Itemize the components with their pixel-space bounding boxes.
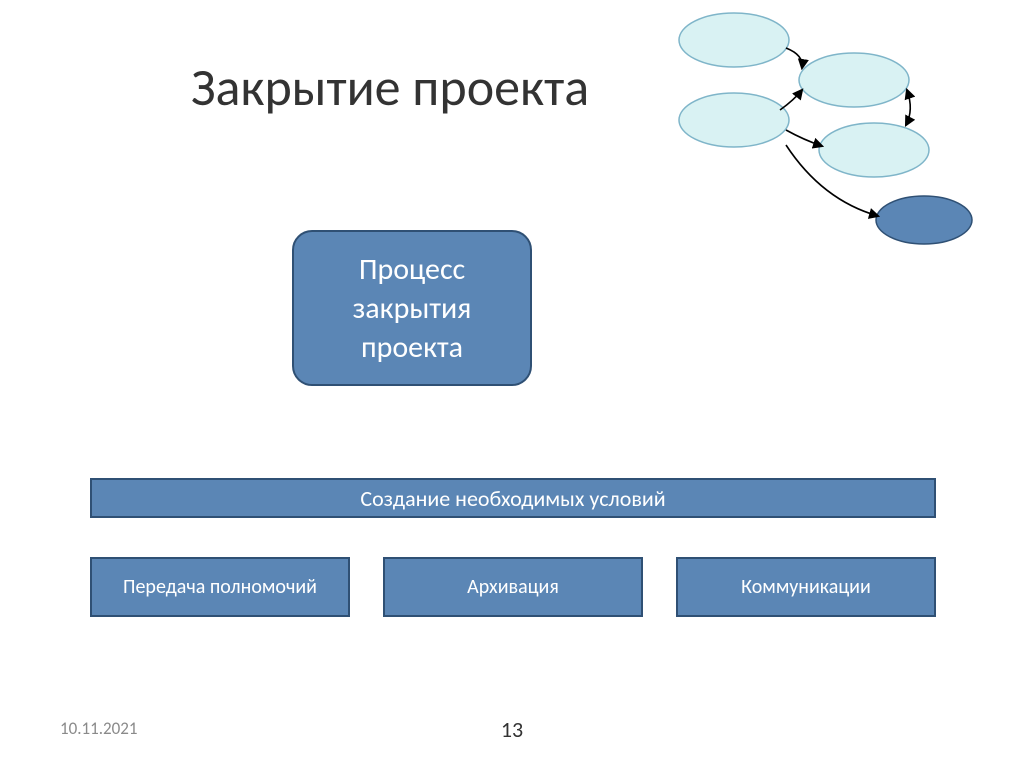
corner-flow-diagram bbox=[674, 10, 1014, 250]
small-box-comms: Коммуникации bbox=[676, 557, 936, 617]
small-box-transfer: Передача полномочий bbox=[90, 557, 350, 617]
decor-svg bbox=[674, 10, 1014, 250]
slide-title: Закрытие проекта bbox=[0, 55, 780, 119]
small-box-archive: Архивация bbox=[383, 557, 643, 617]
main-process-box: Процесс закрытия проекта bbox=[292, 230, 532, 386]
conditions-bar: Создание необходимых условий bbox=[90, 478, 936, 518]
footer-date: 10.11.2021 bbox=[60, 718, 138, 739]
footer-page-number: 13 bbox=[501, 716, 523, 743]
slide: Закрытие проекта Процесс закрытия проект… bbox=[0, 0, 1024, 767]
